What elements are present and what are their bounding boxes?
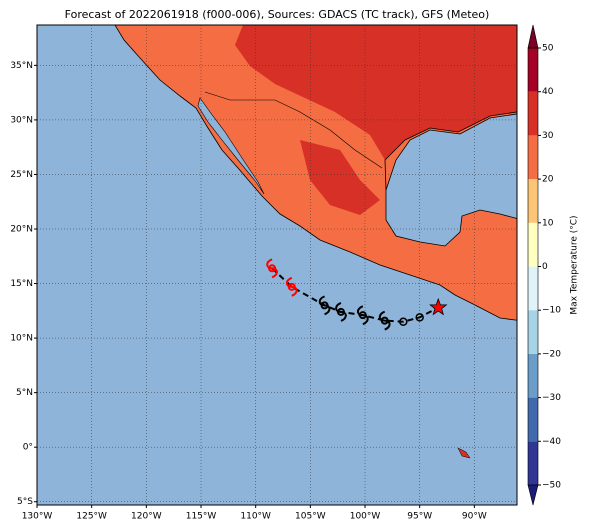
storm-marker xyxy=(356,305,369,326)
colorbar-band xyxy=(528,179,538,223)
x-tick-label: 120°W xyxy=(131,512,162,522)
colorbar-tick-label: 10 xyxy=(542,218,554,228)
storm-marker xyxy=(335,301,347,322)
colorbar-band xyxy=(528,222,538,267)
colorbar-tick-label: −30 xyxy=(542,393,561,403)
y-tick-label: 10°N xyxy=(10,334,33,344)
y-tick-label: 0° xyxy=(23,443,33,453)
y-tick-label: 35°N xyxy=(10,61,33,71)
colorbar-under xyxy=(527,484,539,506)
colorbar-band xyxy=(528,353,538,398)
land xyxy=(114,25,517,459)
colorbar-tick-label: 0 xyxy=(542,262,548,272)
storm-marker xyxy=(318,295,331,316)
star-marker xyxy=(429,297,448,316)
x-tick-label: 95°W xyxy=(407,512,432,522)
storm-marker xyxy=(378,310,391,331)
colorbar-tick-label: 20 xyxy=(542,175,554,185)
colorbar-tick-label: 50 xyxy=(542,44,554,54)
colorbar-tick-label: 30 xyxy=(542,131,554,141)
x-tick-label: 130°W xyxy=(22,512,53,522)
colorbar-band xyxy=(528,397,538,442)
y-tick-label: 25°N xyxy=(10,170,33,180)
low-marker xyxy=(399,317,408,326)
y-tick-label: 5°S xyxy=(17,497,33,507)
map-frame xyxy=(36,24,518,506)
x-tick-label: 115°W xyxy=(186,512,217,522)
storm-marker xyxy=(266,258,278,279)
x-tick-label: 100°W xyxy=(350,512,381,522)
colorbar-tick-label: −40 xyxy=(542,437,561,447)
colorbar-band xyxy=(528,91,538,136)
colorbar-band xyxy=(528,135,538,180)
colorbar-tick-label: −20 xyxy=(542,349,561,359)
map-title: Forecast of 2022061918 (f000-006), Sourc… xyxy=(65,8,490,21)
colorbar-band xyxy=(528,48,538,92)
x-tick-label: 105°W xyxy=(295,512,326,522)
colorbar-band xyxy=(528,310,538,354)
y-tick-label: 5°N xyxy=(16,388,33,398)
y-tick-label: 15°N xyxy=(10,279,33,289)
colorbar-over xyxy=(527,24,539,49)
colorbar-tick-label: −10 xyxy=(542,306,561,316)
storm-marker xyxy=(285,276,298,297)
colorbar-tick-label: −50 xyxy=(542,481,561,491)
colorbar-label: Max Temperature (°C) xyxy=(570,215,580,314)
colorbar-tick-label: 40 xyxy=(542,87,554,97)
colorbar-band xyxy=(528,441,538,485)
y-tick-label: 20°N xyxy=(10,225,33,235)
y-tick-label: 30°N xyxy=(10,115,33,125)
x-tick-label: 90°W xyxy=(462,512,487,522)
colorbar-band xyxy=(528,266,538,311)
x-tick-label: 125°W xyxy=(76,512,107,522)
x-tick-label: 110°W xyxy=(240,512,271,522)
low-marker xyxy=(415,313,424,322)
